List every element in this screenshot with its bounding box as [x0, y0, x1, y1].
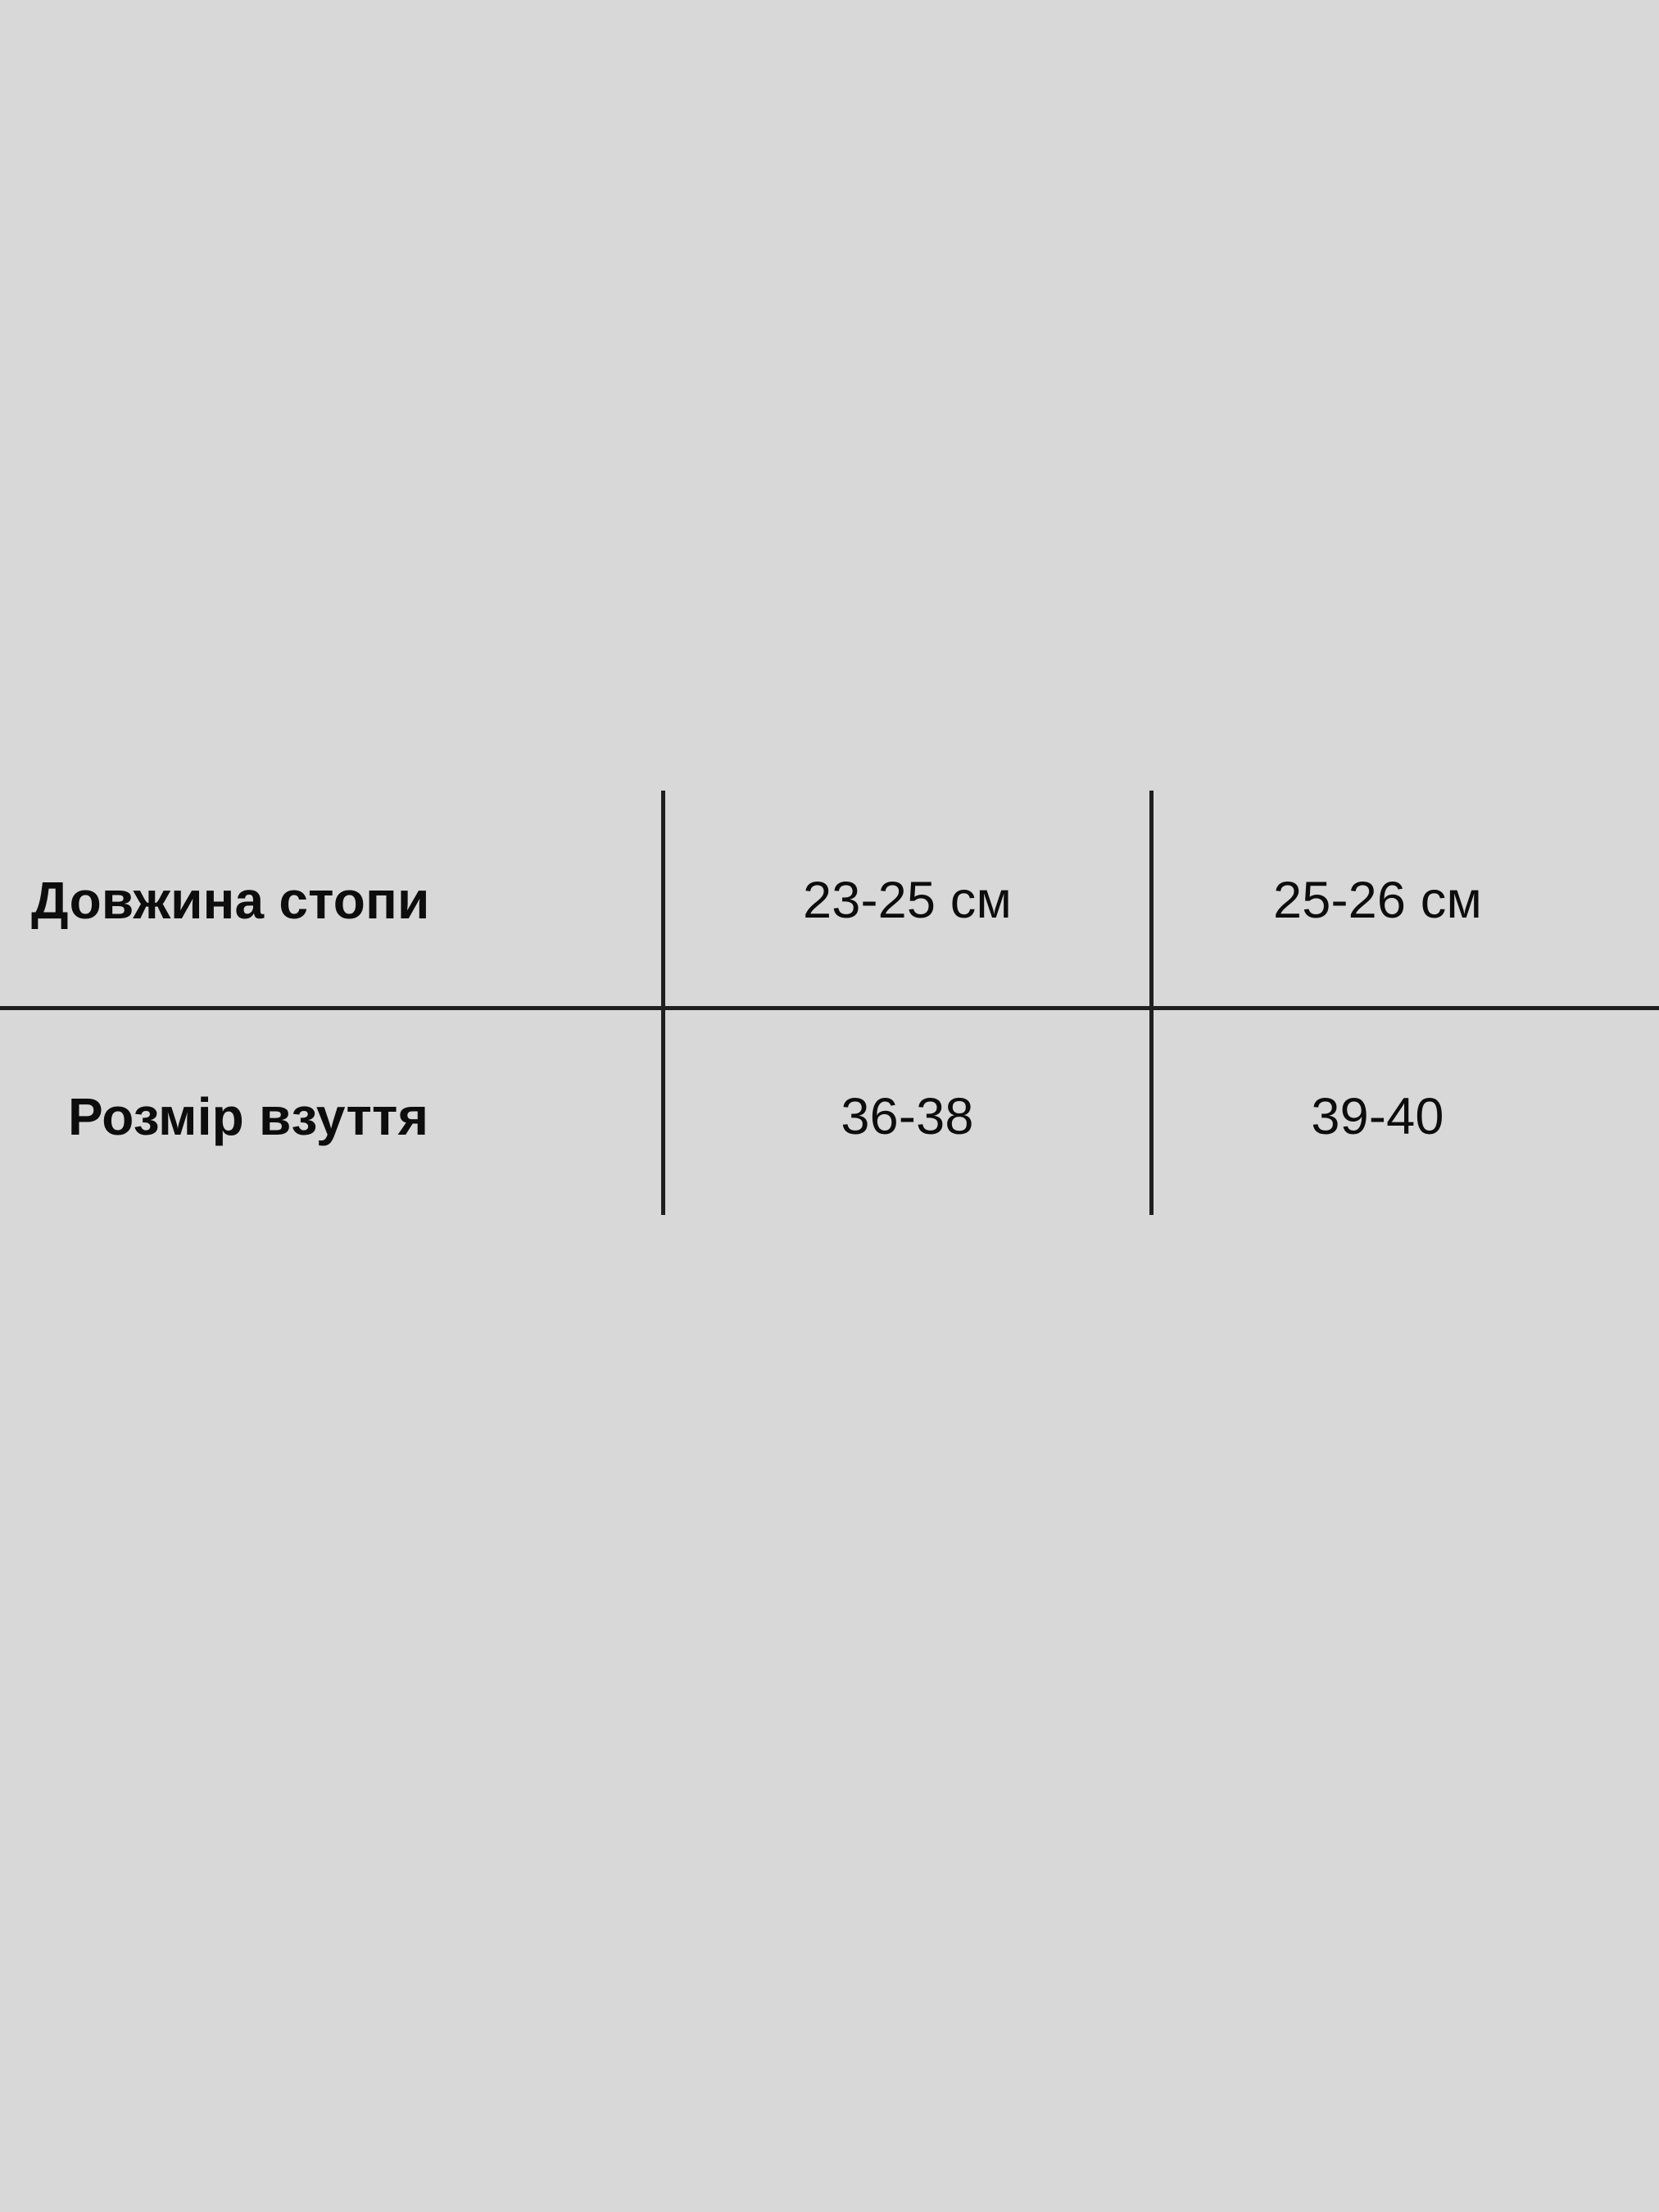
cell-foot-length-col-1: 23-25 см — [802, 872, 1013, 929]
table-row-shoe-size: Розмір взуття 36-38 39-40 — [0, 1010, 1659, 1223]
row-divider — [0, 1006, 1659, 1010]
row-label-shoe-size: Розмір взуття — [68, 1087, 429, 1146]
row-label-foot-length: Довжина стопи — [31, 871, 430, 930]
cell-shoe-size-col-1: 36-38 — [841, 1088, 974, 1145]
table-row-foot-length: Довжина стопи 23-25 см 25-26 см — [0, 794, 1659, 1007]
cell-foot-length-col-2: 25-26 см — [1272, 872, 1483, 929]
cell-shoe-size-col-2: 39-40 — [1311, 1088, 1444, 1145]
column-divider-2 — [1149, 791, 1154, 1215]
column-divider-1 — [661, 791, 665, 1215]
